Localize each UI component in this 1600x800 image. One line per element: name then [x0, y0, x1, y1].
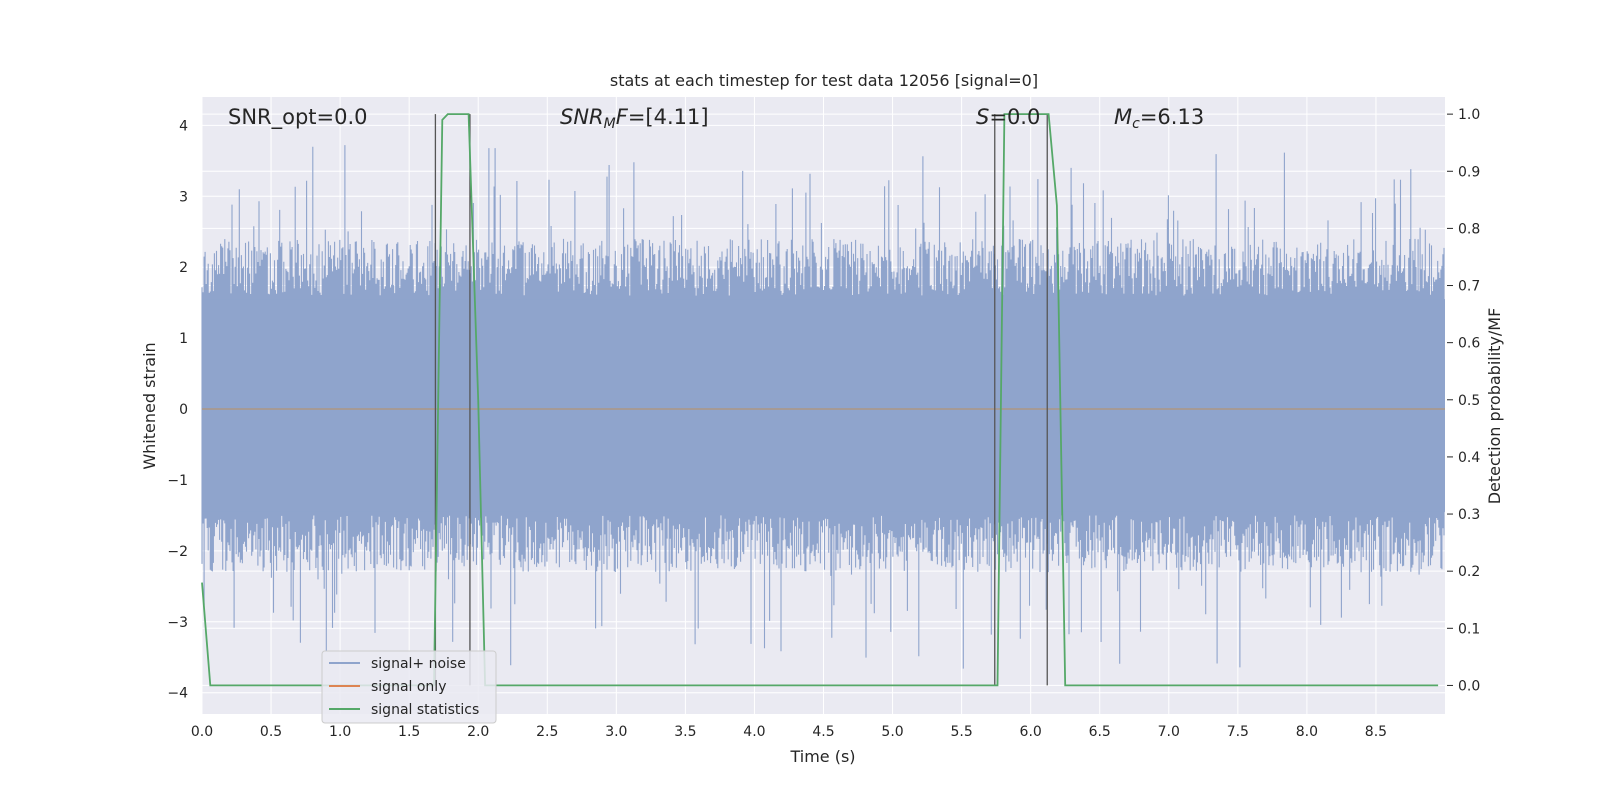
legend-label-statistics: signal statistics [371, 702, 479, 718]
annotation-snr-opt: SNR_opt=0.0 [228, 105, 368, 130]
x-tick-label: 0.0 [191, 724, 213, 740]
annotation-mc: Mc=6.13 [1114, 105, 1204, 132]
y-tick-label: −2 [167, 544, 188, 560]
legend-label-signal-only: signal only [371, 679, 446, 695]
y2-tick-label: 0.4 [1458, 450, 1480, 466]
x-tick-label: 7.5 [1227, 724, 1249, 740]
x-tick-label: 8.0 [1296, 724, 1318, 740]
y2-tick-label: 0.6 [1458, 336, 1480, 352]
x-tick-label: 3.0 [605, 724, 627, 740]
y-tick-label: 0 [179, 402, 188, 418]
y-tick-label: 2 [179, 260, 188, 276]
x-tick-label: 5.0 [881, 724, 903, 740]
y2-tick-label: 0.2 [1458, 564, 1480, 580]
y2-tick-label: 1.0 [1458, 107, 1480, 123]
legend-label-noise: signal+ noise [371, 656, 466, 672]
y2-tick-label: 0.5 [1458, 393, 1480, 409]
y-tick-label: −1 [167, 473, 188, 489]
legend: signal+ noise signal only signal statist… [321, 650, 497, 724]
x-tick-label: 4.0 [743, 724, 765, 740]
x-tick-label: 4.5 [812, 724, 834, 740]
signal-noise-series [201, 145, 1445, 669]
y-tick-label: −3 [167, 615, 188, 631]
x-tick-label: 1.5 [398, 724, 420, 740]
x-tick-label: 8.5 [1365, 724, 1387, 740]
x-tick-label: 2.5 [536, 724, 558, 740]
x-tick-label: 0.5 [260, 724, 282, 740]
annotation-snr-mf: SNRMF=[4.11] [560, 105, 709, 132]
chart-title: stats at each timestep for test data 120… [610, 71, 1038, 90]
y2-tick-label: 0.8 [1458, 221, 1480, 237]
x-tick-label: 1.0 [329, 724, 351, 740]
y2-tick-label: 0.3 [1458, 507, 1480, 523]
y2-tick-label: 0.7 [1458, 279, 1480, 295]
y-ticks-left: 4 3 2 1 0 −1 −2 −3 −4 [167, 118, 188, 701]
y-ticks-right: 1.0 0.9 0.8 0.7 0.6 0.5 0.4 0.3 0.2 0.1 0.0 [1447, 107, 1480, 694]
x-ticks: 0.0 0.5 1.0 1.5 2.0 2.5 3.0 3.5 4.0 4.5 5.0 5.5 6.0 6… [191, 724, 1387, 740]
legend-box [321, 650, 497, 724]
y2-tick-label: 0.9 [1458, 164, 1480, 180]
y-tick-label: −4 [167, 686, 188, 702]
y-tick-label: 3 [179, 189, 188, 205]
y-tick-label: 4 [179, 118, 188, 134]
x-tick-label: 7.0 [1158, 724, 1180, 740]
x-tick-label: 6.0 [1020, 724, 1042, 740]
x-tick-label: 6.5 [1089, 724, 1111, 740]
noise-core [202, 299, 1445, 512]
x-tick-label: 5.5 [950, 724, 972, 740]
annotation-s: S=0.0 [976, 105, 1040, 129]
y2-tick-label: 0.0 [1458, 678, 1480, 694]
y-axis-label: Whitened strain [140, 342, 159, 469]
marker-lines [434, 114, 1048, 686]
y2-tick-label: 0.1 [1458, 621, 1480, 637]
x-tick-label: 2.0 [467, 724, 489, 740]
y-tick-label: 1 [179, 331, 188, 347]
y2-axis-label: Detection probability/MF [1485, 308, 1504, 505]
annotations: SNR_opt=0.0 SNRMF=[4.11] S=0.0 Mc=6.13 [228, 105, 1204, 132]
x-axis-label: Time (s) [789, 747, 855, 766]
x-tick-label: 3.5 [674, 724, 696, 740]
